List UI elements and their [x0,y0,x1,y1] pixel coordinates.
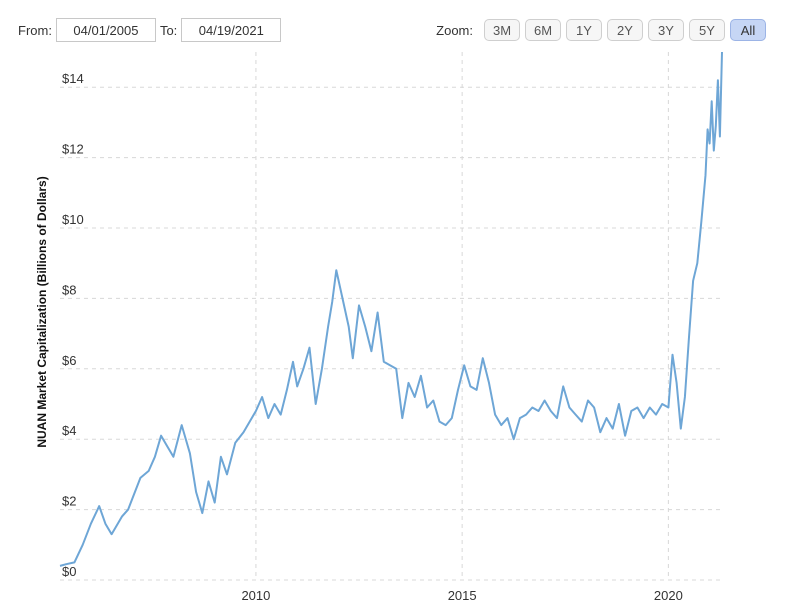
zoom-bar: Zoom: 3M 6M 1Y 2Y 3Y 5Y All [436,19,766,41]
y-tick-label: $12 [62,142,84,157]
to-date-input[interactable] [181,18,282,42]
date-range-bar: From: To: [18,17,285,43]
market-cap-series-line [59,51,723,567]
y-tick-label: $10 [62,212,84,227]
y-axis-title: NUAN Market Capitalization (Billions of … [35,176,49,447]
y-tick-label: $0 [62,564,76,579]
to-label: To: [159,22,178,38]
zoom-1y-button[interactable]: 1Y [566,19,602,41]
zoom-label: Zoom: [436,22,473,38]
x-tick-label: 2020 [654,588,683,603]
zoom-all-button[interactable]: All [730,19,766,41]
y-tick-label: $2 [62,494,76,509]
from-label: From: [18,22,52,38]
axes: $0 $2 $4 $6 $8 $10 $12 $14 2010 2015 2020 [62,71,683,603]
zoom-6m-button[interactable]: 6M [525,19,561,41]
y-tick-label: $4 [62,423,76,438]
x-tick-label: 2010 [241,588,270,603]
series [59,51,723,567]
grid [60,52,722,581]
y-tick-label: $8 [62,282,76,297]
x-tick-label: 2015 [448,588,477,603]
y-tick-label: $6 [62,353,76,368]
y-tick-label: $14 [62,71,84,86]
zoom-3y-button[interactable]: 3Y [648,19,684,41]
zoom-2y-button[interactable]: 2Y [607,19,643,41]
zoom-3m-button[interactable]: 3M [484,19,520,41]
zoom-5y-button[interactable]: 5Y [689,19,725,41]
from-date-input[interactable] [55,18,156,42]
